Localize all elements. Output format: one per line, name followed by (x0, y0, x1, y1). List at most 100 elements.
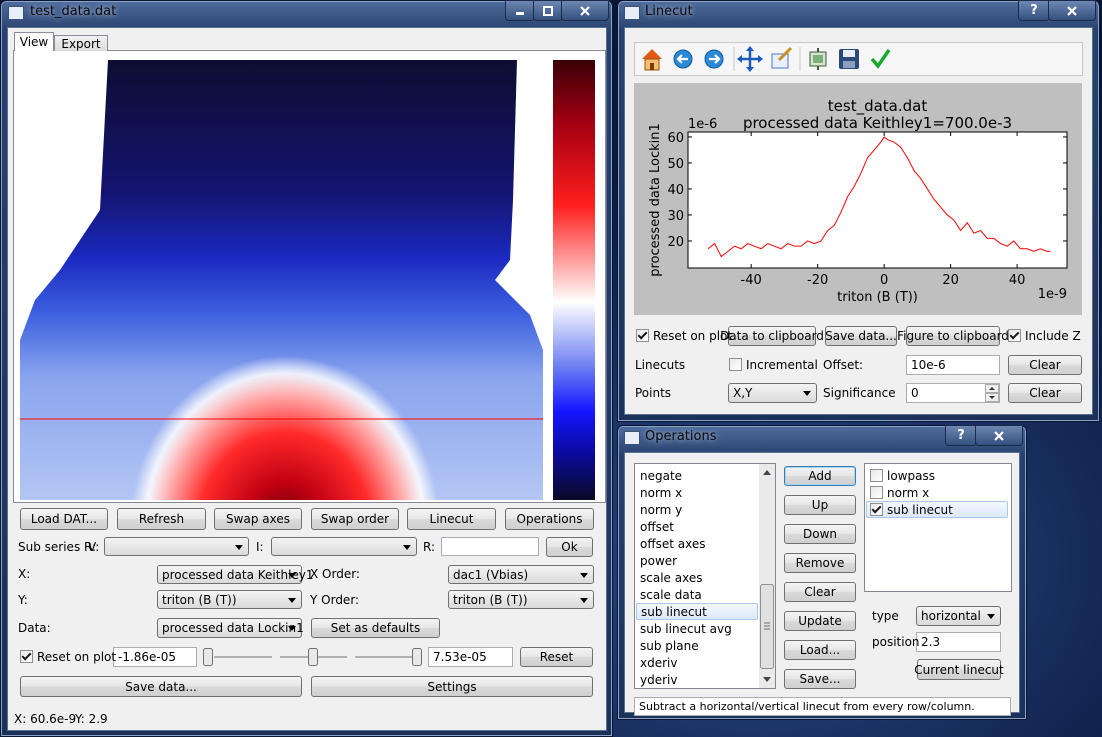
list-item[interactable]: sub linecut (636, 603, 758, 621)
text-input[interactable]: -1.86e-05 (113, 647, 197, 667)
window-title: test_data.dat (30, 4, 117, 19)
dropdown[interactable]: X,Y (728, 383, 817, 403)
button[interactable]: Data to clipboard (720, 326, 824, 346)
home-icon[interactable] (642, 49, 662, 71)
button[interactable]: Add (784, 466, 856, 486)
zoom-icon[interactable] (771, 46, 793, 69)
help-button[interactable]: ? (1018, 0, 1050, 21)
button[interactable]: Up (784, 495, 856, 515)
x-tick-label: -40 (741, 273, 762, 288)
dropdown[interactable]: triton (B (T)) (157, 590, 302, 609)
dropdown[interactable]: processed data Keithley1 (157, 565, 314, 584)
checkbox[interactable] (729, 358, 742, 371)
list-item[interactable]: offset axes (640, 536, 706, 551)
text-input[interactable]: 2.3 (916, 632, 1001, 652)
help-button[interactable]: ? (945, 425, 977, 446)
checkbox[interactable] (636, 329, 649, 342)
label: X Order: (310, 567, 360, 581)
window-title: Operations (645, 429, 717, 444)
dropdown[interactable] (271, 537, 417, 556)
colorbar (553, 60, 595, 500)
y-tick-label: 60 (667, 131, 684, 146)
tab[interactable]: Export (54, 35, 108, 51)
button[interactable]: Reset (520, 647, 593, 667)
x-tick-label: 40 (1009, 273, 1026, 288)
checkbox[interactable] (1008, 329, 1021, 342)
configure-icon[interactable] (809, 48, 827, 70)
button[interactable]: Figure to clipboard (897, 326, 1009, 346)
available-list (634, 463, 776, 689)
tab-active[interactable]: View (14, 32, 54, 51)
list-item[interactable]: offset (640, 519, 674, 534)
close-button[interactable] (561, 0, 609, 21)
pan-icon[interactable] (737, 46, 763, 72)
button[interactable]: Current linecut (914, 659, 1004, 680)
list-item[interactable]: power (640, 553, 678, 568)
list-item[interactable]: negate (640, 468, 683, 483)
checkbox[interactable] (870, 502, 883, 516)
button[interactable]: Ok (546, 537, 593, 557)
x-tick-label: 0 (880, 273, 888, 288)
back-icon[interactable] (673, 49, 693, 69)
button[interactable]: Down (784, 524, 856, 544)
button[interactable]: Operations (505, 508, 594, 530)
button[interactable]: Load DAT... (20, 508, 108, 530)
checkbox[interactable] (870, 485, 883, 499)
apply-icon[interactable] (870, 49, 891, 69)
text-input[interactable]: 7.53e-05 (428, 647, 513, 667)
button[interactable]: Clear (1008, 383, 1082, 403)
scrollbar[interactable] (759, 464, 775, 688)
list-item[interactable]: scale axes (640, 570, 703, 585)
plot-subtitle: processed data Keithley1=700.0e-3 (743, 114, 1012, 132)
close-button[interactable] (975, 425, 1023, 446)
list-item[interactable]: xderiv (640, 656, 678, 671)
spin-arrows[interactable] (985, 384, 999, 402)
text-input[interactable]: 10e-6 (906, 355, 1000, 375)
button[interactable]: Clear (784, 582, 856, 602)
button[interactable]: Swap order (311, 508, 399, 530)
button[interactable]: Swap axes (214, 508, 302, 530)
list-item[interactable] (866, 501, 1008, 518)
list-item[interactable]: yderiv (640, 673, 678, 688)
forward-icon[interactable] (704, 49, 724, 69)
dropdown[interactable] (104, 537, 249, 556)
save-icon[interactable] (839, 49, 859, 69)
minimize-button[interactable] (505, 0, 535, 21)
spin-icon (985, 384, 999, 402)
label: Points (635, 386, 672, 400)
list-item[interactable]: scale data (640, 587, 702, 602)
dropdown[interactable]: processed data Lockin1 (157, 618, 304, 638)
list-item[interactable]: norm y (640, 502, 683, 517)
checkbox[interactable] (870, 468, 883, 482)
list-item[interactable]: sub linecut avg (640, 621, 732, 636)
button[interactable]: Set as defaults (311, 618, 440, 638)
x-tick-label: -20 (807, 273, 828, 288)
dropdown[interactable]: horizontal (916, 606, 1001, 626)
label: I: (256, 540, 264, 554)
checkbox-label: Reset on plot (37, 650, 117, 664)
button[interactable]: Remove (784, 553, 856, 573)
list-item[interactable]: norm x (640, 485, 683, 500)
heatmap-peak (130, 305, 440, 502)
y-multiplier: 1e-6 (688, 117, 717, 132)
list-item[interactable]: sub plane (640, 639, 699, 653)
text-input[interactable] (441, 537, 539, 556)
spin-box[interactable]: 0 (906, 383, 1000, 403)
button[interactable]: Save data... (825, 326, 897, 346)
button[interactable]: Linecut (407, 508, 496, 530)
dropdown[interactable]: triton (B (T)) (448, 590, 594, 609)
button[interactable]: Save... (784, 669, 856, 689)
button[interactable]: Load... (784, 640, 856, 660)
button[interactable]: Settings (311, 676, 593, 697)
button[interactable]: Refresh (117, 508, 206, 530)
button[interactable]: Update (784, 611, 856, 631)
button[interactable]: Clear (1008, 355, 1082, 375)
dropdown[interactable]: dac1 (Vbias) (448, 565, 594, 584)
checkbox[interactable] (20, 650, 33, 663)
button[interactable]: Save data... (20, 676, 302, 697)
x-multiplier: 1e-9 (1038, 287, 1067, 302)
close-button[interactable] (1048, 0, 1096, 21)
checkbox-label: sub linecut (887, 502, 953, 517)
maximize-button[interactable] (533, 0, 563, 21)
